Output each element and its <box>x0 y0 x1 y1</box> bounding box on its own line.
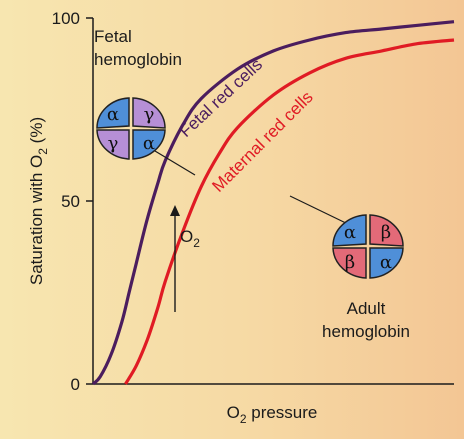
fetal-subunit-label-4: α <box>143 133 155 154</box>
fetal-subunit-label-2: γ <box>144 104 155 125</box>
fetal-hemoglobin-molecule: α γ γ α <box>96 97 166 160</box>
adult-subunit-label-3: β <box>345 252 355 273</box>
adult-subunit-label-2: β <box>381 222 391 243</box>
fetal-red-cells-label: Fetal red cells <box>176 55 266 141</box>
fetal-subunit-gamma-2 <box>96 129 130 160</box>
fetal-connector-line <box>149 147 196 176</box>
maternal-red-cells-line <box>124 38 455 385</box>
adult-hemoglobin-label-line2: hemoglobin <box>322 322 410 341</box>
y-axis-label: Saturation with O2 (%) <box>27 117 50 285</box>
adult-hemoglobin-label-line1: Adult <box>347 299 386 318</box>
fetal-subunit-gamma-1 <box>132 97 166 129</box>
adult-subunit-label-4: α <box>380 252 392 273</box>
fetal-hemoglobin-label-line1: Fetal <box>94 27 132 46</box>
fetal-subunit-alpha-1 <box>96 97 130 129</box>
adult-subunit-beta-2 <box>332 247 367 279</box>
fetal-red-cells-line <box>91 20 455 386</box>
fetal-subunit-alpha-2 <box>132 129 166 160</box>
fetal-subunit-label-1: α <box>107 104 119 125</box>
y-tick-label-50: 50 <box>61 192 80 211</box>
adult-connector-line <box>289 195 353 227</box>
y-tick-label-0: 0 <box>71 375 80 394</box>
o2-arrow-head <box>170 205 180 216</box>
o2-arrow-label: O2 <box>180 227 200 250</box>
adult-subunit-beta-1 <box>369 214 404 247</box>
adult-subunit-alpha-2 <box>369 247 404 279</box>
adult-subunit-label-1: α <box>344 222 356 243</box>
x-axis-label: O2 pressure <box>227 403 318 426</box>
y-tick-label-100: 100 <box>52 9 80 28</box>
fetal-subunit-label-3: γ <box>108 133 119 154</box>
adult-subunit-alpha-1 <box>332 214 367 247</box>
fetal-hemoglobin-label-line2: hemoglobin <box>94 50 182 69</box>
adult-hemoglobin-molecule: α β β α <box>332 214 404 279</box>
